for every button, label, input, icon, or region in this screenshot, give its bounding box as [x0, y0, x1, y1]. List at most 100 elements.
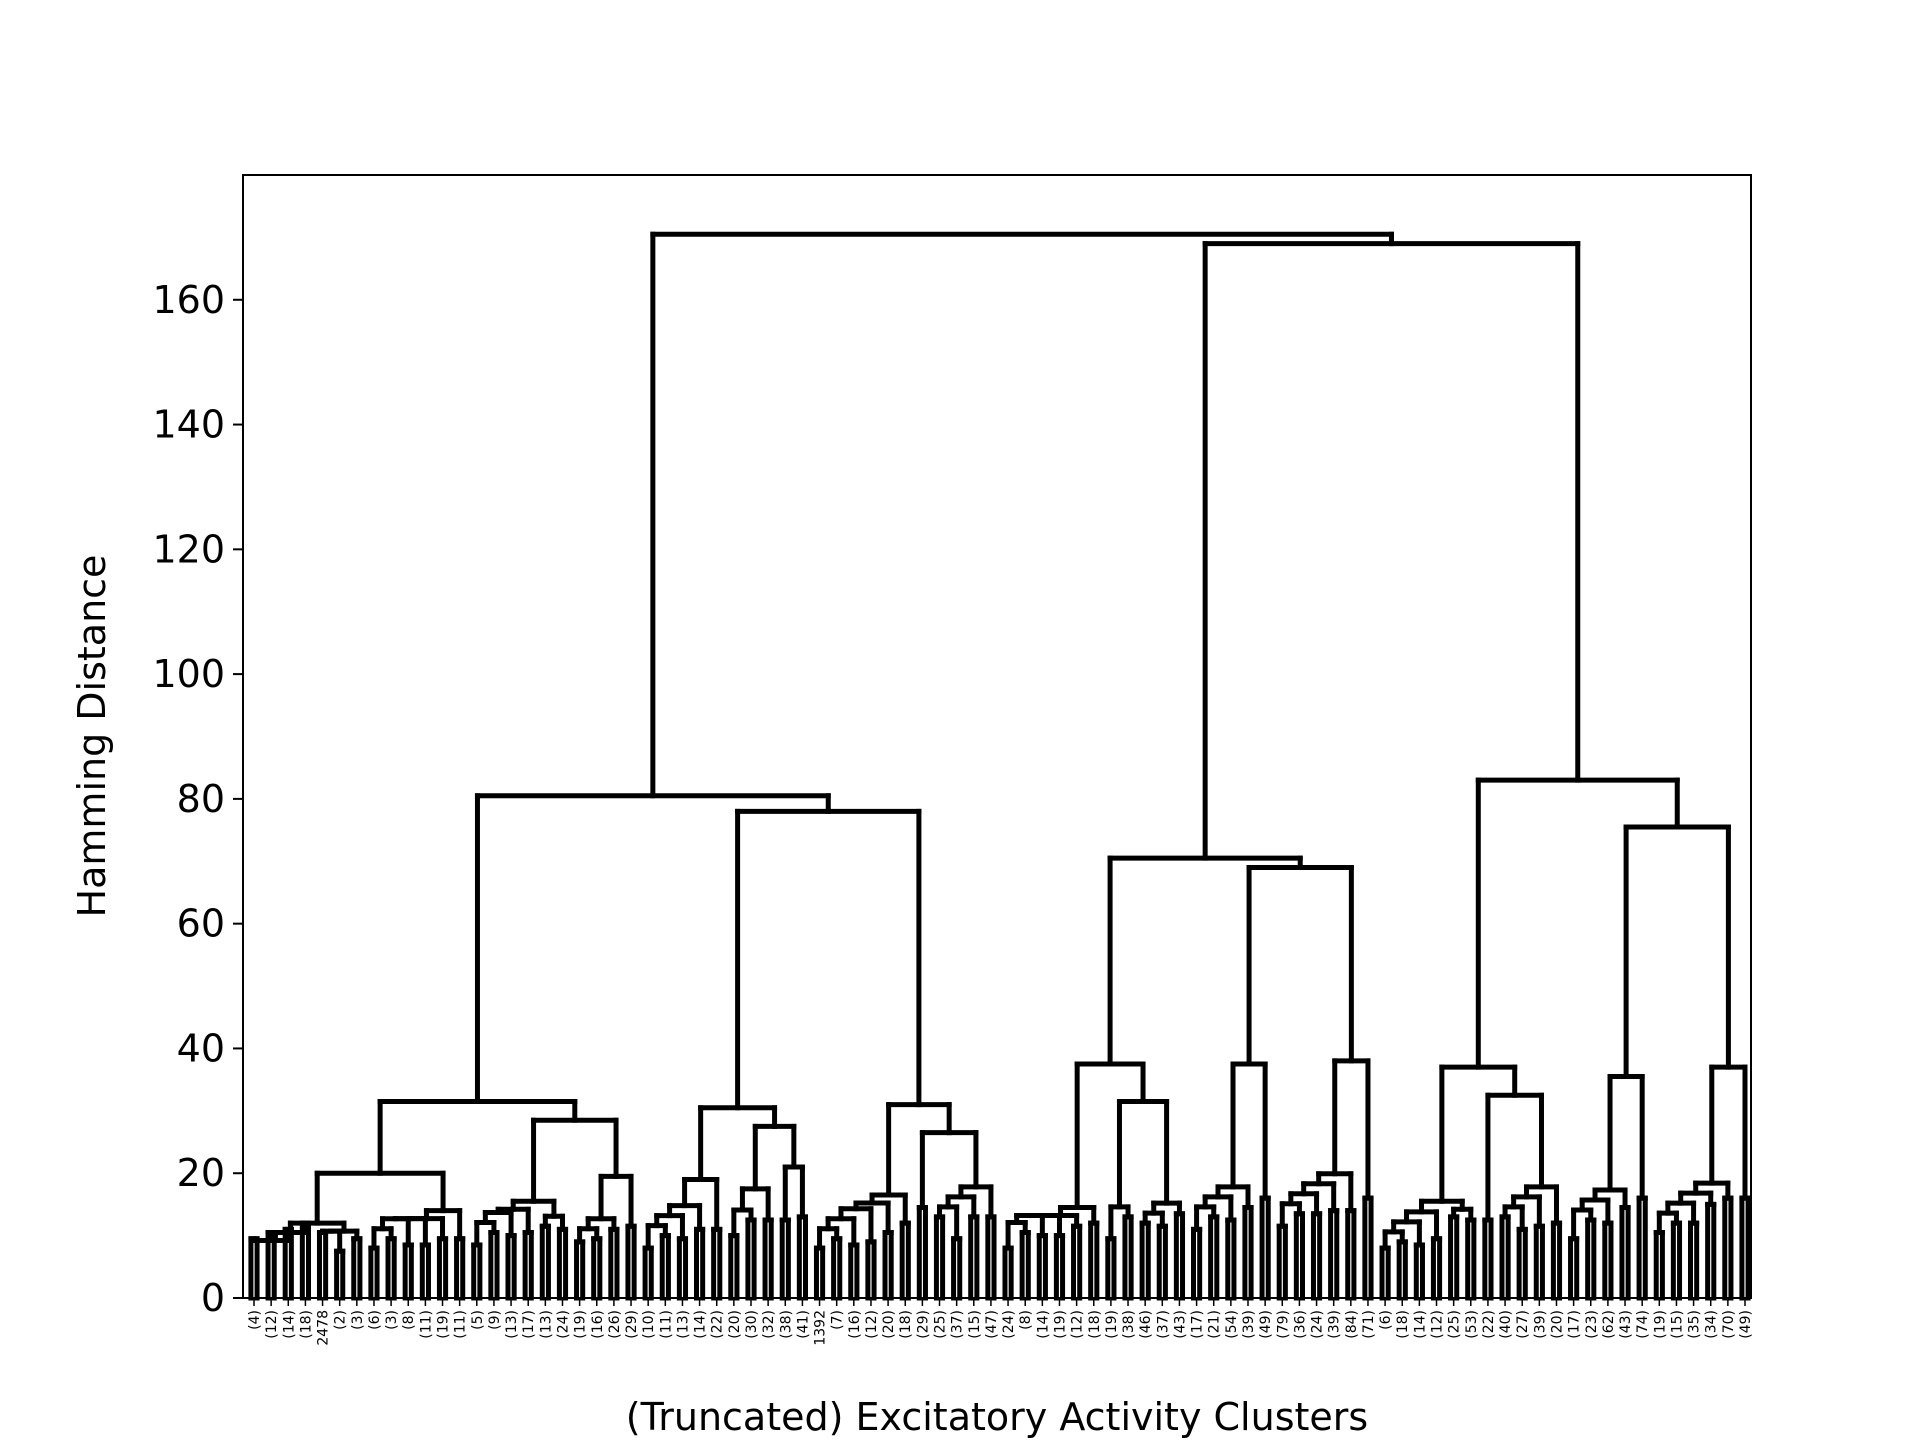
x-tick-label: (15) — [967, 1310, 983, 1339]
x-tick-label: (21) — [1207, 1310, 1223, 1339]
x-tick-label: 1392 — [813, 1310, 829, 1346]
x-tick-label: (19) — [1652, 1310, 1668, 1339]
x-tick-label: (36) — [1292, 1310, 1308, 1339]
dendrogram-links — [248, 231, 1751, 1301]
x-tick-label: (26) — [607, 1310, 623, 1339]
x-tick-label: (29) — [624, 1310, 640, 1339]
x-tick-label: (39) — [1327, 1310, 1343, 1339]
y-tick-label: 100 — [152, 652, 225, 696]
x-tick-label: (79) — [1275, 1310, 1291, 1339]
x-tick-label: (15) — [1669, 1310, 1685, 1339]
x-tick-label: (12) — [264, 1310, 280, 1339]
x-tick-label: (38) — [1121, 1310, 1137, 1339]
x-tick-label: (6) — [1378, 1310, 1394, 1330]
plot-frame — [242, 174, 1752, 1299]
x-tick-label: (12) — [1430, 1310, 1446, 1339]
x-tick-label: (8) — [1018, 1310, 1034, 1330]
x-tick-label: (39) — [1532, 1310, 1548, 1339]
x-tick-label: (18) — [898, 1310, 914, 1339]
x-tick-label: (53) — [1464, 1310, 1480, 1339]
x-tick-label: (3) — [350, 1310, 366, 1330]
x-tick-label: (37) — [1155, 1310, 1171, 1339]
x-tick-label: (34) — [1704, 1310, 1720, 1339]
x-tick-label: (2) — [333, 1310, 349, 1330]
x-tick-label: (70) — [1721, 1310, 1737, 1339]
x-tick-label: (7) — [830, 1310, 846, 1330]
x-tick-label: (29) — [915, 1310, 931, 1339]
y-tick-label: 40 — [177, 1026, 225, 1070]
y-tick-label: 20 — [177, 1151, 225, 1195]
x-tick-label: (84) — [1344, 1310, 1360, 1339]
x-tick-label: (13) — [504, 1310, 520, 1339]
x-tick-label: (22) — [710, 1310, 726, 1339]
x-tick-label: (14) — [1035, 1310, 1051, 1339]
x-tick-label: (16) — [847, 1310, 863, 1339]
x-tick-label: (24) — [1310, 1310, 1326, 1339]
x-tick-label: 2478 — [316, 1310, 332, 1346]
x-tick-label: (22) — [1481, 1310, 1497, 1339]
x-tick-label: (6) — [367, 1310, 383, 1330]
x-tick-label: (11) — [418, 1310, 434, 1339]
x-tick-label: (3) — [384, 1310, 400, 1330]
x-tick-label: (13) — [538, 1310, 554, 1339]
x-tick-label: (13) — [675, 1310, 691, 1339]
x-tick-label: (16) — [590, 1310, 606, 1339]
y-axis: 0 20 40 60 80 100 120 140 160 — [152, 278, 243, 1320]
x-tick-label: (20) — [881, 1310, 897, 1339]
x-axis-label: (Truncated) Excitatory Activity Clusters — [626, 1395, 1368, 1439]
x-tick-label: (12) — [864, 1310, 880, 1339]
x-tick-label: (4) — [247, 1310, 263, 1330]
x-tick-label: (20) — [1549, 1310, 1565, 1339]
x-tick-label: (12) — [1070, 1310, 1086, 1339]
x-tick-label: (49) — [1258, 1310, 1274, 1339]
x-tick-label: (47) — [984, 1310, 1000, 1339]
x-axis: (4) (12) (14) (18) 2478 (2) (3) (6) (3) (8) (11) (1… — [247, 1298, 1754, 1346]
x-tick-label: (10) — [641, 1310, 657, 1339]
y-tick-label: 0 — [201, 1276, 225, 1320]
x-tick-label: (17) — [1567, 1310, 1583, 1339]
x-tick-label: (62) — [1601, 1310, 1617, 1339]
x-tick-label: (43) — [1172, 1310, 1188, 1339]
x-tick-label: (27) — [1515, 1310, 1531, 1339]
x-tick-label: (39) — [1241, 1310, 1257, 1339]
x-tick-label: (37) — [950, 1310, 966, 1339]
y-tick-label: 140 — [152, 403, 225, 447]
x-tick-label: (18) — [298, 1310, 314, 1339]
x-tick-label: (19) — [573, 1310, 589, 1339]
x-tick-label: (23) — [1584, 1310, 1600, 1339]
x-tick-label: (25) — [1447, 1310, 1463, 1339]
x-tick-label: (14) — [693, 1310, 709, 1339]
x-tick-label: (17) — [521, 1310, 537, 1339]
x-tick-label: (30) — [744, 1310, 760, 1339]
x-tick-label: (17) — [1190, 1310, 1206, 1339]
x-tick-label: (35) — [1687, 1310, 1703, 1339]
x-tick-label: (40) — [1498, 1310, 1514, 1339]
x-tick-label: (54) — [1224, 1310, 1240, 1339]
x-tick-label: (71) — [1361, 1310, 1377, 1339]
x-tick-label: (18) — [1395, 1310, 1411, 1339]
x-tick-label: (25) — [933, 1310, 949, 1339]
x-tick-label: (18) — [1087, 1310, 1103, 1339]
x-tick-label: (32) — [761, 1310, 777, 1339]
x-tick-label: (19) — [1104, 1310, 1120, 1339]
x-tick-label: (20) — [727, 1310, 743, 1339]
x-tick-label: (46) — [1138, 1310, 1154, 1339]
x-tick-label: (24) — [555, 1310, 571, 1339]
x-tick-label: (8) — [401, 1310, 417, 1330]
x-tick-label: (41) — [795, 1310, 811, 1339]
y-tick-label: 160 — [152, 278, 225, 322]
y-tick-label: 120 — [152, 527, 225, 571]
x-tick-label: (11) — [453, 1310, 469, 1339]
y-axis-label: Hamming Distance — [70, 555, 114, 918]
x-tick-label: (19) — [436, 1310, 452, 1339]
x-tick-label: (9) — [487, 1310, 503, 1330]
x-tick-label: (14) — [281, 1310, 297, 1339]
x-tick-label: (5) — [470, 1310, 486, 1330]
y-tick-label: 60 — [177, 902, 225, 946]
x-tick-label: (19) — [1052, 1310, 1068, 1339]
x-tick-label: (49) — [1738, 1310, 1754, 1339]
x-tick-label: (43) — [1618, 1310, 1634, 1339]
x-tick-label: (24) — [1001, 1310, 1017, 1339]
